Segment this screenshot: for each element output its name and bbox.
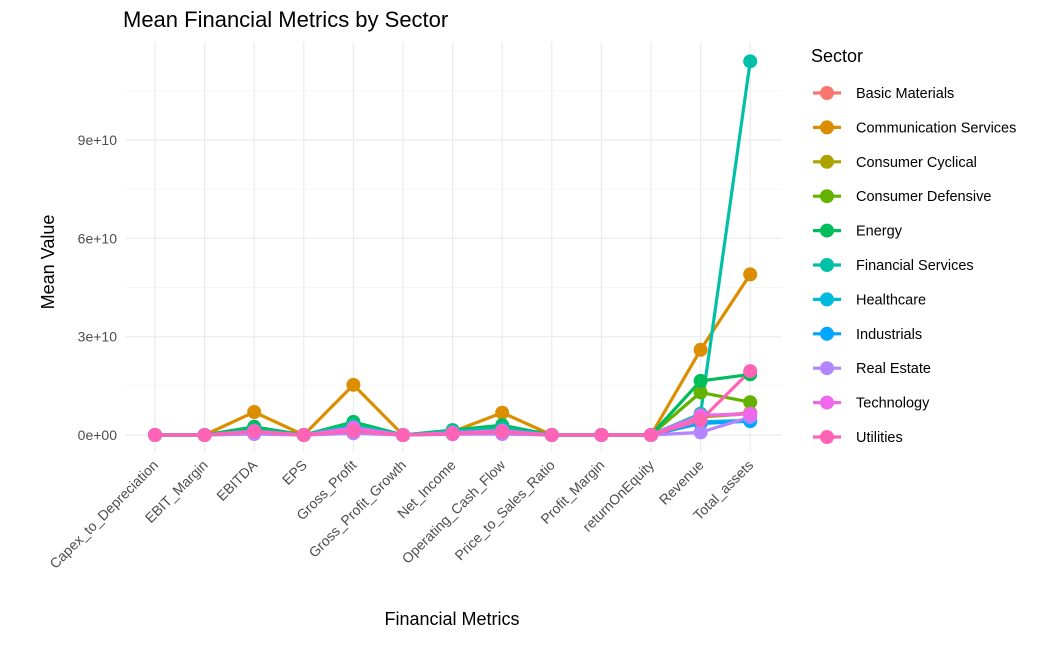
y-tick-label: 9e+10	[78, 132, 118, 148]
x-tick-label: Revenue	[656, 457, 707, 508]
legend: Sector Basic Materials Communication Serv…	[811, 46, 1016, 446]
legend-key-point	[820, 395, 834, 410]
legend-key-point	[820, 361, 834, 376]
data-point	[148, 428, 162, 442]
legend-key-point	[820, 120, 834, 135]
data-point	[644, 428, 658, 442]
legend-key-point	[820, 430, 834, 444]
y-tick-label: 6e+10	[78, 230, 118, 246]
legend-label: Technology	[856, 396, 930, 412]
data-point	[346, 377, 361, 392]
legend-key-point	[820, 258, 834, 272]
legend-label: Basic Materials	[856, 86, 954, 102]
grid	[125, 42, 782, 452]
data-point	[247, 424, 262, 439]
data-point	[396, 428, 410, 442]
data-point	[743, 395, 758, 410]
data-point	[495, 425, 510, 440]
data-point	[346, 424, 361, 439]
legend-label: Industrials	[856, 327, 922, 343]
y-tick-label: 3e+10	[78, 329, 118, 345]
data-point	[743, 54, 758, 69]
data-point	[743, 406, 758, 421]
legend-label: Consumer Defensive	[856, 189, 991, 205]
data-point	[743, 364, 758, 379]
legend-key-point	[820, 292, 834, 307]
x-tick-label: EBITDA	[213, 456, 261, 504]
data-point	[495, 405, 510, 420]
legend-label: Communication Services	[856, 120, 1016, 136]
legend-key-point	[820, 223, 834, 238]
data-point	[594, 428, 609, 442]
legend-label: Real Estate	[856, 361, 931, 377]
legend-label: Financial Services	[856, 258, 974, 274]
data-point	[247, 405, 262, 420]
data-point	[743, 267, 758, 282]
legend-key-point	[820, 86, 834, 100]
legend-label: Healthcare	[856, 292, 926, 308]
data-point	[693, 385, 708, 400]
legend-title: Sector	[811, 46, 863, 66]
legend-label: Consumer Cyclical	[856, 155, 977, 171]
legend-key-point	[820, 326, 834, 341]
legend-key-point	[820, 154, 834, 169]
data-point	[693, 342, 708, 357]
x-axis-title: Financial Metrics	[384, 609, 519, 629]
data-point	[445, 426, 460, 441]
data-point	[693, 413, 708, 428]
x-tick-label: EPS	[279, 457, 310, 488]
data-point	[296, 428, 311, 442]
legend-key-point	[820, 189, 834, 204]
y-axis-title: Mean Value	[38, 215, 58, 310]
data-point	[197, 428, 212, 442]
y-axis-ticks: 0e+00 3e+10 6e+10 9e+10	[78, 132, 118, 443]
chart-title: Mean Financial Metrics by Sector	[123, 7, 448, 32]
data-point	[693, 373, 708, 388]
series-points	[148, 54, 758, 442]
data-point	[693, 425, 708, 440]
legend-label: Utilities	[856, 430, 903, 446]
y-tick-label: 0e+00	[78, 427, 118, 443]
data-point	[544, 428, 559, 442]
x-tick-label: Gross_Profit_Growth	[305, 457, 409, 561]
legend-label: Energy	[856, 224, 903, 240]
